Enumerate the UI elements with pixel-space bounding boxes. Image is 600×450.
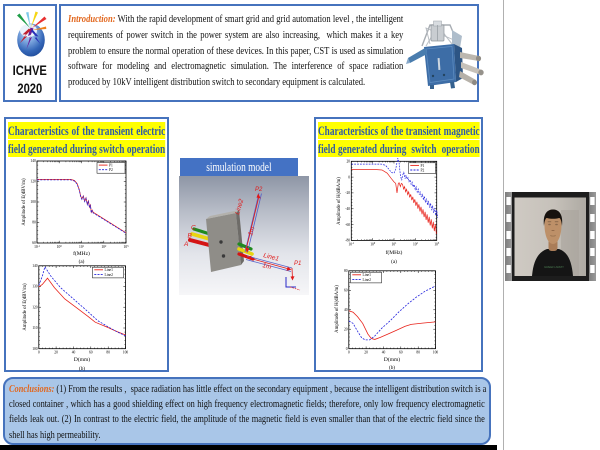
svg-text:Line1: Line1 <box>105 268 114 272</box>
svg-text:60: 60 <box>89 351 93 355</box>
svg-text:C: C <box>191 225 196 232</box>
svg-text:Amplitude of H(dBA/m): Amplitude of H(dBA/m) <box>337 177 342 225</box>
svg-text:P2: P2 <box>255 187 263 193</box>
svg-text:Line2: Line2 <box>105 273 114 277</box>
svg-text:0: 0 <box>38 351 40 355</box>
svg-text:(b): (b) <box>389 364 395 370</box>
svg-text:P1: P1 <box>421 164 425 168</box>
svg-text:Line2: Line2 <box>234 198 245 216</box>
svg-text:GREEN ARMY: GREEN ARMY <box>544 265 564 269</box>
svg-text:0: 0 <box>346 347 348 351</box>
svg-text:Line1: Line1 <box>363 273 372 277</box>
svg-text:40: 40 <box>72 351 76 355</box>
svg-text:Amplitude of E(dBV/m): Amplitude of E(dBV/m) <box>22 178 27 226</box>
svg-text:80: 80 <box>344 269 348 273</box>
svg-text:20: 20 <box>54 351 58 355</box>
svg-text:f(MHz): f(MHz) <box>73 250 90 257</box>
svg-text:-60: -60 <box>345 223 350 227</box>
svg-text:D(mm): D(mm) <box>74 356 90 363</box>
svg-text:100: 100 <box>370 242 376 246</box>
svg-text:10-1: 10-1 <box>348 242 354 246</box>
svg-text:Amplitude of E(dBV/m): Amplitude of E(dBV/m) <box>23 283 28 331</box>
svg-text:102: 102 <box>413 242 419 246</box>
svg-text:P1: P1 <box>109 164 113 168</box>
svg-text:80: 80 <box>416 351 420 355</box>
svg-text:1m: 1m <box>262 262 273 271</box>
svg-text:P2: P2 <box>421 168 425 172</box>
svg-text:60: 60 <box>399 351 403 355</box>
svg-text:B: B <box>188 233 193 240</box>
svg-text:-40: -40 <box>345 207 350 211</box>
svg-text:Amplitude of H(dBA/m): Amplitude of H(dBA/m) <box>335 285 340 333</box>
svg-text:110: 110 <box>32 326 37 330</box>
svg-text:20: 20 <box>364 351 368 355</box>
svg-text:60: 60 <box>344 289 348 293</box>
svg-text:120: 120 <box>30 180 36 184</box>
svg-text:102: 102 <box>101 245 107 249</box>
svg-text:20: 20 <box>344 327 348 331</box>
svg-text:-20: -20 <box>345 191 350 195</box>
svg-text:Line2: Line2 <box>363 278 372 282</box>
svg-text:20: 20 <box>347 160 351 164</box>
svg-text:0: 0 <box>348 351 350 355</box>
svg-text:101: 101 <box>392 242 398 246</box>
svg-text:101: 101 <box>79 245 85 249</box>
svg-text:60: 60 <box>32 241 36 245</box>
svg-text:100: 100 <box>32 347 38 351</box>
svg-text:40: 40 <box>382 351 386 355</box>
svg-text:80: 80 <box>106 351 110 355</box>
svg-text:-80: -80 <box>345 239 350 243</box>
svg-text:f(MHz): f(MHz) <box>386 249 403 256</box>
svg-text:100: 100 <box>123 351 129 355</box>
svg-text:103: 103 <box>124 245 130 249</box>
svg-text:P2: P2 <box>109 168 113 172</box>
svg-text:103: 103 <box>434 242 440 246</box>
svg-text:100: 100 <box>30 200 36 204</box>
svg-text:140: 140 <box>30 159 36 163</box>
svg-text:(a): (a) <box>391 258 397 265</box>
svg-text:80: 80 <box>32 221 36 225</box>
svg-text:1m: 1m <box>247 225 256 236</box>
svg-text:(a): (a) <box>79 258 85 265</box>
svg-text:40: 40 <box>344 308 348 312</box>
svg-text:D(mm): D(mm) <box>384 356 400 363</box>
svg-text:Line1: Line1 <box>263 252 280 263</box>
svg-text:140: 140 <box>32 264 38 268</box>
svg-text:120: 120 <box>32 306 38 310</box>
svg-text:(b): (b) <box>79 365 85 372</box>
svg-text:100: 100 <box>57 245 63 249</box>
svg-text:100: 100 <box>433 351 439 355</box>
svg-text:10-1: 10-1 <box>34 245 40 249</box>
svg-text:A: A <box>183 241 188 248</box>
svg-text:0: 0 <box>348 175 350 179</box>
svg-text:130: 130 <box>32 285 38 289</box>
svg-text:P1: P1 <box>294 261 301 267</box>
